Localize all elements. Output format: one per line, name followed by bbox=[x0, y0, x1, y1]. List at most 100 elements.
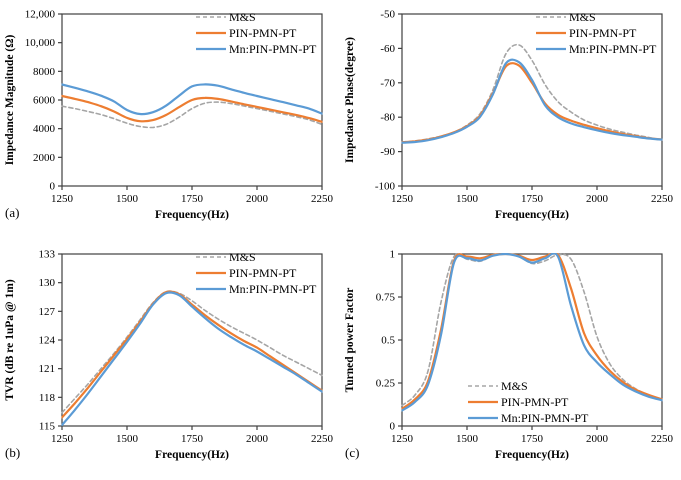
y-tick-label: 6000 bbox=[33, 95, 56, 107]
legend-label: PIN-PMN-PT bbox=[229, 266, 297, 280]
x-tick-label: 1500 bbox=[456, 193, 479, 205]
x-tick-label: 1250 bbox=[391, 433, 414, 445]
x-tick-label: 1500 bbox=[116, 433, 139, 445]
legend-label: PIN-PMN-PT bbox=[229, 26, 297, 40]
y-axis-title: Impedance Phase(degree) bbox=[344, 37, 356, 163]
series-group bbox=[401, 43, 663, 144]
legend-label: M&S bbox=[229, 10, 256, 24]
y-tick-label: -70 bbox=[380, 77, 395, 89]
impedance-phase-chart: -100 -90 -80 -70 -60 -50 1250 1500 1750 2000 2250 F… bbox=[344, 9, 674, 222]
y-tick-label: 2000 bbox=[33, 152, 56, 164]
impedance-magnitude-chart: 0 2000 4000 6000 8000 10,000 12,000 1250 1500 175… bbox=[4, 9, 334, 222]
series-line-mn-pin-pmn-pt bbox=[401, 253, 663, 412]
legend: M&S PIN-PMN-PT Mn:PIN-PMN-PT bbox=[468, 379, 589, 425]
y-tick-label: -50 bbox=[380, 9, 395, 21]
turned-power-factor-chart: 0 0.25 0.5 0.75 1 1250 1500 1750 2000 2250 Frequen… bbox=[344, 249, 674, 462]
panel-impedance-phase: -100 -90 -80 -70 -60 -50 1250 1500 1750 2000 2250 F… bbox=[340, 0, 681, 240]
series-group bbox=[401, 253, 663, 412]
legend-label: M&S bbox=[569, 10, 596, 24]
panel-label: (b) bbox=[5, 445, 20, 460]
legend-item: Mn:PIN-PMN-PT bbox=[468, 411, 589, 425]
x-tick-label: 2250 bbox=[651, 193, 674, 205]
panel-label: (c) bbox=[345, 445, 359, 460]
series-line-pin-pmn-pt bbox=[61, 290, 323, 419]
y-axis-title: Impedance Magnitude (Ω) bbox=[4, 35, 16, 166]
legend-item: PIN-PMN-PT bbox=[196, 266, 297, 280]
legend: M&S PIN-PMN-PT Mn:PIN-PMN-PT bbox=[536, 10, 657, 56]
x-axis-title: Frequency(Hz) bbox=[155, 209, 229, 221]
series-line-pin-pmn-pt bbox=[61, 94, 323, 123]
legend-label: Mn:PIN-PMN-PT bbox=[229, 42, 317, 56]
y-tick-label: 133 bbox=[39, 249, 56, 261]
legend-label: Mn:PIN-PMN-PT bbox=[501, 411, 589, 425]
legend-item: M&S bbox=[536, 10, 596, 24]
series-line-m-s bbox=[61, 101, 323, 129]
panel-a-impedance-magnitude: 0 2000 4000 6000 8000 10,000 12,000 1250 1500 175… bbox=[0, 0, 340, 240]
x-tick-label: 1250 bbox=[51, 193, 74, 205]
legend-item: PIN-PMN-PT bbox=[468, 395, 569, 409]
legend: M&S PIN-PMN-PT Mn:PIN-PMN-PT bbox=[196, 10, 317, 56]
x-tick-label: 1250 bbox=[51, 433, 74, 445]
series-line-mn-pin-pmn-pt bbox=[61, 83, 323, 116]
series-group bbox=[61, 290, 323, 427]
x-tick-label: 2250 bbox=[651, 433, 674, 445]
legend-label: M&S bbox=[501, 379, 528, 393]
legend-label: PIN-PMN-PT bbox=[501, 395, 569, 409]
y-tick-label: 8000 bbox=[33, 66, 56, 78]
x-tick-label: 2000 bbox=[586, 193, 609, 205]
y-tick-label: 0 bbox=[50, 181, 56, 193]
x-tick-label: 1750 bbox=[181, 433, 204, 445]
x-tick-label: 2000 bbox=[246, 433, 269, 445]
x-tick-label: 2250 bbox=[311, 433, 334, 445]
panel-label: (a) bbox=[5, 205, 19, 220]
series-line-m-s bbox=[61, 290, 323, 414]
legend-item: M&S bbox=[196, 10, 256, 24]
y-tick-label: 4000 bbox=[33, 123, 56, 135]
legend-label: Mn:PIN-PMN-PT bbox=[569, 42, 657, 56]
panel-c-turned-power-factor: 0 0.25 0.5 0.75 1 1250 1500 1750 2000 2250 Frequen… bbox=[340, 240, 681, 480]
y-tick-label: 0.25 bbox=[376, 378, 396, 390]
y-tick-label: 0.5 bbox=[381, 335, 395, 347]
x-tick-label: 1750 bbox=[181, 193, 204, 205]
legend-label: M&S bbox=[229, 250, 256, 264]
x-axis-title: Frequency(Hz) bbox=[155, 449, 229, 461]
legend-item: Mn:PIN-PMN-PT bbox=[536, 42, 657, 56]
y-tick-label: -80 bbox=[380, 112, 395, 124]
y-tick-label: 10,000 bbox=[25, 37, 56, 49]
x-tick-label: 1750 bbox=[521, 433, 544, 445]
y-tick-label: 1 bbox=[390, 249, 396, 261]
legend-label: Mn:PIN-PMN-PT bbox=[229, 282, 317, 296]
x-axis-title: Frequency(Hz) bbox=[495, 449, 569, 461]
legend-item: PIN-PMN-PT bbox=[536, 26, 637, 40]
legend-item: PIN-PMN-PT bbox=[196, 26, 297, 40]
series-line-mn-pin-pmn-pt bbox=[61, 291, 323, 427]
series-group bbox=[61, 83, 323, 129]
y-tick-label: 12,000 bbox=[25, 9, 56, 21]
legend-item: M&S bbox=[196, 250, 256, 264]
x-tick-label: 1500 bbox=[116, 193, 139, 205]
x-tick-label: 1750 bbox=[521, 193, 544, 205]
y-tick-label: 0 bbox=[390, 421, 396, 433]
y-tick-label: 121 bbox=[39, 363, 56, 375]
legend-item: M&S bbox=[468, 379, 528, 393]
y-tick-label: 130 bbox=[39, 277, 56, 289]
x-tick-label: 2250 bbox=[311, 193, 334, 205]
y-tick-label: 118 bbox=[39, 392, 56, 404]
x-tick-label: 1500 bbox=[456, 433, 479, 445]
y-tick-label: -60 bbox=[380, 43, 395, 55]
y-tick-label: -90 bbox=[380, 146, 395, 158]
y-tick-label: -100 bbox=[375, 181, 396, 193]
series-line-mn-pin-pmn-pt bbox=[401, 58, 663, 144]
y-tick-label: 0.75 bbox=[376, 292, 396, 304]
x-axis-title: Frequency(Hz) bbox=[495, 209, 569, 221]
y-tick-label: 115 bbox=[39, 421, 56, 433]
legend-item: Mn:PIN-PMN-PT bbox=[196, 42, 317, 56]
tvr-chart: 115 118 121 124 127 130 133 1250 1500 1750 2000 225… bbox=[4, 249, 334, 462]
series-line-pin-pmn-pt bbox=[401, 62, 663, 144]
y-axis-title: Turned power Factor bbox=[344, 288, 356, 393]
x-tick-label: 2000 bbox=[246, 193, 269, 205]
legend: M&S PIN-PMN-PT Mn:PIN-PMN-PT bbox=[196, 250, 317, 296]
legend-item: Mn:PIN-PMN-PT bbox=[196, 282, 317, 296]
y-tick-label: 124 bbox=[39, 335, 56, 347]
